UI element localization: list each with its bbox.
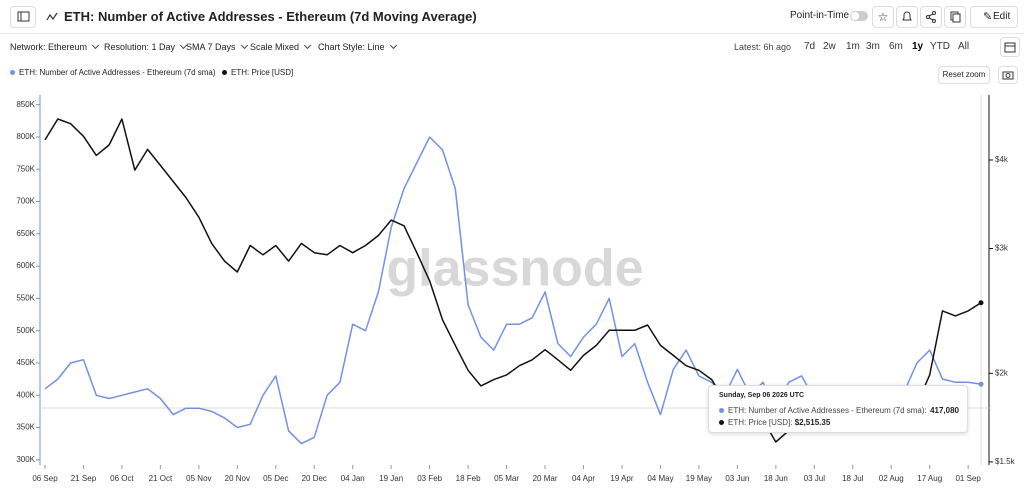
share-button[interactable] bbox=[920, 6, 942, 28]
y-tick-label: 300K bbox=[16, 455, 35, 464]
y2-tick-label: $2k bbox=[995, 368, 1009, 377]
dropdown[interactable]: Resolution: 1 Day bbox=[104, 42, 186, 52]
chart-icon bbox=[46, 12, 58, 21]
y-tick-label: 450K bbox=[16, 358, 35, 367]
tooltip-label: ETH: Number of Active Addresses - Ethere… bbox=[728, 406, 927, 415]
x-tick-label: 05 Nov bbox=[186, 474, 211, 483]
legend-dot bbox=[10, 70, 15, 75]
x-tick-label: 03 Feb bbox=[417, 474, 442, 483]
hover-point bbox=[978, 381, 984, 387]
legend-label: ETH: Number of Active Addresses - Ethere… bbox=[19, 68, 216, 77]
x-tick-label: 17 Aug bbox=[917, 474, 942, 483]
y-tick-label: 350K bbox=[16, 423, 35, 432]
toolbar: Network: Ethereum Resolution: 1 Day SMA 7 … bbox=[0, 34, 1024, 60]
range-button[interactable]: 3m bbox=[866, 41, 880, 52]
x-tick-label: 19 May bbox=[686, 474, 712, 483]
y-tick-label: 800K bbox=[16, 132, 35, 141]
tooltip-value: $2,515.35 bbox=[794, 418, 831, 427]
tooltip-row: ETH: Price [USD]: $2,515.35 bbox=[719, 418, 830, 427]
y-tick-label: 550K bbox=[16, 294, 35, 303]
legend-item[interactable]: ETH: Price [USD] bbox=[222, 68, 293, 77]
hover-point bbox=[978, 300, 984, 306]
x-tick-label: 04 Apr bbox=[572, 474, 595, 483]
sidebar-icon bbox=[17, 11, 30, 22]
y-tick-label: 700K bbox=[16, 197, 35, 206]
y-tick-label: 500K bbox=[16, 326, 35, 335]
y2-tick-label: $3k bbox=[995, 244, 1009, 253]
y-tick-label: 600K bbox=[16, 261, 35, 270]
x-tick-label: 05 Mar bbox=[494, 474, 519, 483]
x-tick-label: 19 Apr bbox=[610, 474, 633, 483]
x-tick-label: 21 Oct bbox=[149, 474, 173, 483]
dropdown[interactable]: Scale Mixed bbox=[250, 42, 310, 52]
x-tick-label: 21 Sep bbox=[71, 474, 97, 483]
y-tick-label: 650K bbox=[16, 229, 35, 238]
x-tick-label: 06 Oct bbox=[110, 474, 134, 483]
edit-button[interactable]: Edit bbox=[970, 6, 1018, 28]
tooltip-dot bbox=[719, 420, 724, 425]
tooltip-row: ETH: Number of Active Addresses - Ethere… bbox=[719, 406, 927, 415]
tooltip-value: 417,080 bbox=[930, 406, 959, 415]
legend-dot bbox=[222, 70, 227, 75]
x-tick-label: 04 Jan bbox=[341, 474, 365, 483]
y2-tick-label: $4k bbox=[995, 155, 1009, 164]
favorite-button[interactable]: ☆ bbox=[872, 6, 894, 28]
reset-zoom-button[interactable]: Reset zoom bbox=[938, 66, 990, 84]
y-tick-label: 750K bbox=[16, 164, 35, 173]
x-tick-label: 03 Jun bbox=[725, 474, 749, 483]
x-tick-label: 20 Dec bbox=[302, 474, 327, 483]
camera-icon bbox=[1002, 71, 1014, 80]
title-bar: ETH: Number of Active Addresses - Ethere… bbox=[0, 0, 1024, 34]
screenshot-button[interactable] bbox=[998, 66, 1018, 84]
x-tick-label: 05 Dec bbox=[263, 474, 288, 483]
x-tick-label: 18 Jun bbox=[764, 474, 788, 483]
x-tick-label: 01 Sep bbox=[955, 474, 981, 483]
range-button[interactable]: All bbox=[958, 41, 970, 52]
edit-label: Edit bbox=[993, 11, 1011, 22]
y-tick-label: 400K bbox=[16, 390, 35, 399]
dropdown[interactable]: Network: Ethereum bbox=[10, 42, 98, 52]
dropdown[interactable]: Chart Style: Line bbox=[318, 42, 396, 52]
tooltip-label: ETH: Price [USD]: bbox=[728, 418, 793, 427]
watermark: glassnode bbox=[386, 240, 643, 298]
range-button[interactable]: 2w bbox=[823, 41, 836, 52]
calendar-icon bbox=[1004, 42, 1016, 53]
chart-title: ETH: Number of Active Addresses - Ethere… bbox=[64, 9, 477, 24]
sidebar-toggle[interactable] bbox=[10, 6, 36, 28]
edit-icon: ✎ bbox=[983, 11, 993, 23]
x-tick-label: 04 May bbox=[647, 474, 673, 483]
bell-icon bbox=[902, 11, 912, 21]
range-button[interactable]: 6m bbox=[889, 41, 903, 52]
x-tick-label: 03 Jul bbox=[804, 474, 826, 483]
legend-item[interactable]: ETH: Number of Active Addresses - Ethere… bbox=[10, 68, 216, 77]
dropdown[interactable]: SMA 7 Days bbox=[186, 42, 247, 52]
legend-label: ETH: Price [USD] bbox=[231, 68, 294, 77]
calendar-button[interactable] bbox=[1000, 37, 1020, 57]
x-tick-label: 06 Sep bbox=[32, 474, 58, 483]
tooltip: Sunday, Sep 06 2026 UTC ETH: Number of A… bbox=[708, 385, 968, 433]
latest-label: Latest: 6h ago bbox=[734, 42, 792, 52]
range-button[interactable]: YTD bbox=[930, 41, 950, 52]
y2-tick-label: $1.5k bbox=[995, 457, 1016, 466]
x-tick-label: 20 Mar bbox=[533, 474, 558, 483]
alert-button[interactable] bbox=[896, 6, 918, 28]
range-button[interactable]: 7d bbox=[804, 41, 816, 52]
x-tick-label: 02 Aug bbox=[879, 474, 904, 483]
y-tick-label: 850K bbox=[16, 100, 35, 109]
x-tick-label: 18 Feb bbox=[456, 474, 481, 483]
x-tick-label: 19 Jan bbox=[379, 474, 403, 483]
range-button[interactable]: 1m bbox=[846, 41, 860, 52]
x-tick-label: 18 Jul bbox=[842, 474, 864, 483]
x-tick-label: 20 Nov bbox=[225, 474, 250, 483]
share-icon bbox=[926, 11, 936, 23]
tooltip-dot bbox=[719, 408, 724, 413]
copy-icon bbox=[950, 11, 961, 23]
point-in-time-toggle[interactable] bbox=[850, 11, 868, 21]
range-button[interactable]: 1y bbox=[912, 41, 924, 52]
point-in-time-label: Point-in-Time bbox=[790, 10, 850, 21]
tooltip-title: Sunday, Sep 06 2026 UTC bbox=[719, 392, 805, 399]
copy-button[interactable] bbox=[944, 6, 966, 28]
